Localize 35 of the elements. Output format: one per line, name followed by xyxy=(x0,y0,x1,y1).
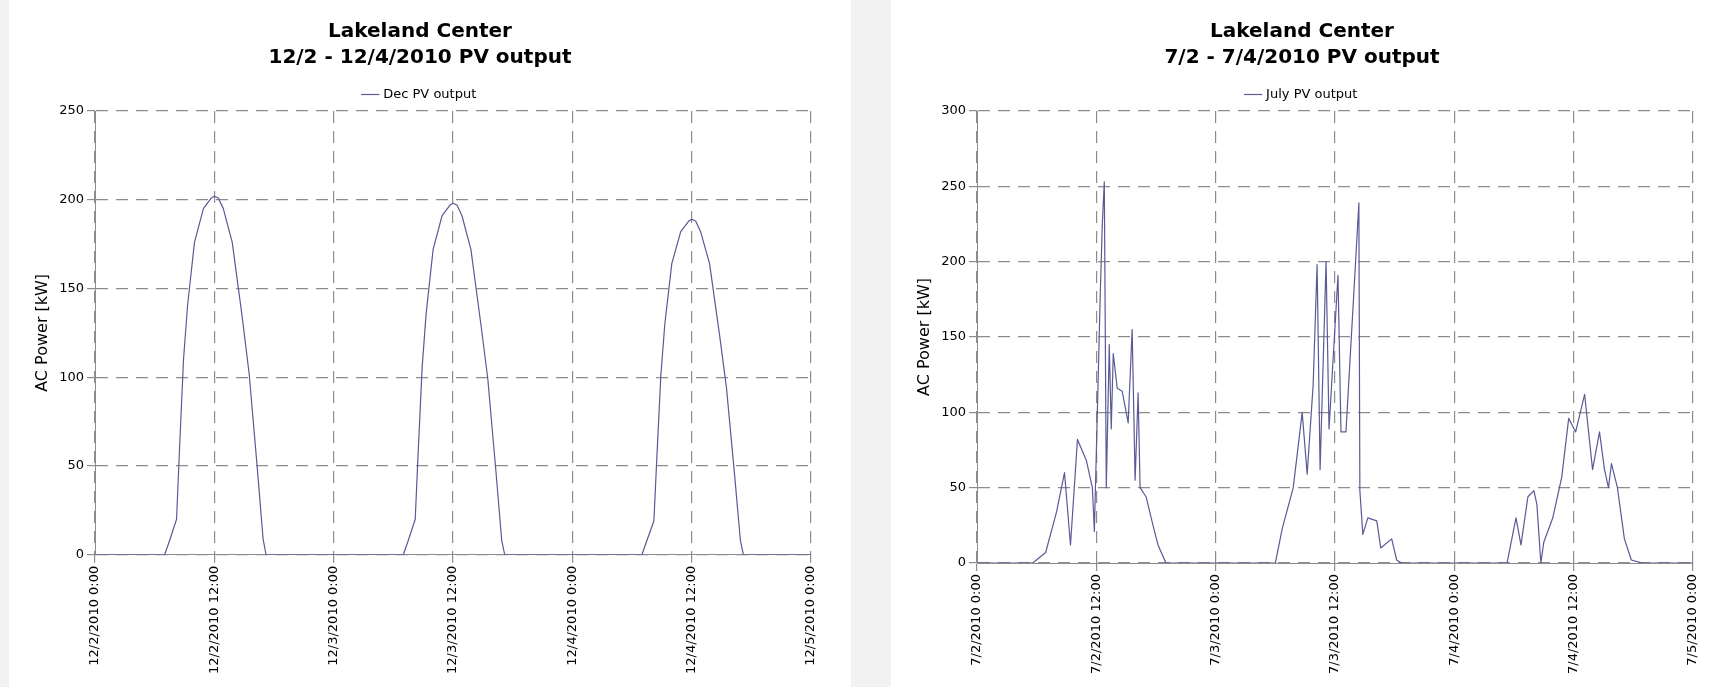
y-tick-label: 100 xyxy=(941,403,967,419)
y-axis-title: AC Power [kW] xyxy=(913,278,933,396)
y-tick-label: 250 xyxy=(59,102,85,118)
y-tick-label: 150 xyxy=(59,279,85,295)
x-tick-label: 12/3/2010 12:00 xyxy=(444,565,460,675)
y-tick-label: 150 xyxy=(941,328,967,344)
y-tick-label: 200 xyxy=(941,253,967,269)
y-tick-label: 250 xyxy=(941,177,967,193)
x-tick-label: 12/3/2010 0:00 xyxy=(325,565,341,666)
x-tick-label: 12/4/2010 0:00 xyxy=(563,565,579,666)
x-tick-label: 7/4/2010 12:00 xyxy=(1565,574,1581,674)
y-tick-label: 0 xyxy=(957,554,967,570)
y-tick-label: 300 xyxy=(941,102,967,118)
y-axis-title: AC Power [kW] xyxy=(31,273,51,392)
x-tick-label: 12/4/2010 12:00 xyxy=(683,565,699,675)
x-tick-label: 12/2/2010 12:00 xyxy=(205,565,221,675)
y-tick-label: 50 xyxy=(949,479,967,495)
y-tick-label: 100 xyxy=(59,368,85,384)
y-tick-label: 50 xyxy=(67,457,85,473)
legend-label: Dec PV output xyxy=(383,85,477,101)
chart-subtitle: 12/2 - 12/4/2010 PV output xyxy=(268,44,572,69)
x-tick-label: 12/2/2010 0:00 xyxy=(86,565,102,666)
x-tick-label: 7/2/2010 0:00 xyxy=(968,574,984,666)
y-tick-label: 0 xyxy=(75,546,85,562)
x-tick-label: 7/2/2010 12:00 xyxy=(1087,574,1103,674)
x-tick-label: 7/5/2010 0:00 xyxy=(1684,574,1700,666)
x-tick-label: 7/3/2010 12:00 xyxy=(1326,574,1342,674)
y-tick-label: 200 xyxy=(59,191,85,207)
x-tick-label: 7/4/2010 0:00 xyxy=(1445,574,1461,666)
chart-title: Lakeland Center xyxy=(328,18,513,43)
chart-title: Lakeland Center xyxy=(1210,18,1395,43)
legend-label: July PV output xyxy=(1265,85,1358,101)
x-tick-label: 7/3/2010 0:00 xyxy=(1207,574,1223,666)
x-tick-label: 12/5/2010 0:00 xyxy=(802,565,818,666)
chart-subtitle: 7/2 - 7/4/2010 PV output xyxy=(1164,44,1441,69)
